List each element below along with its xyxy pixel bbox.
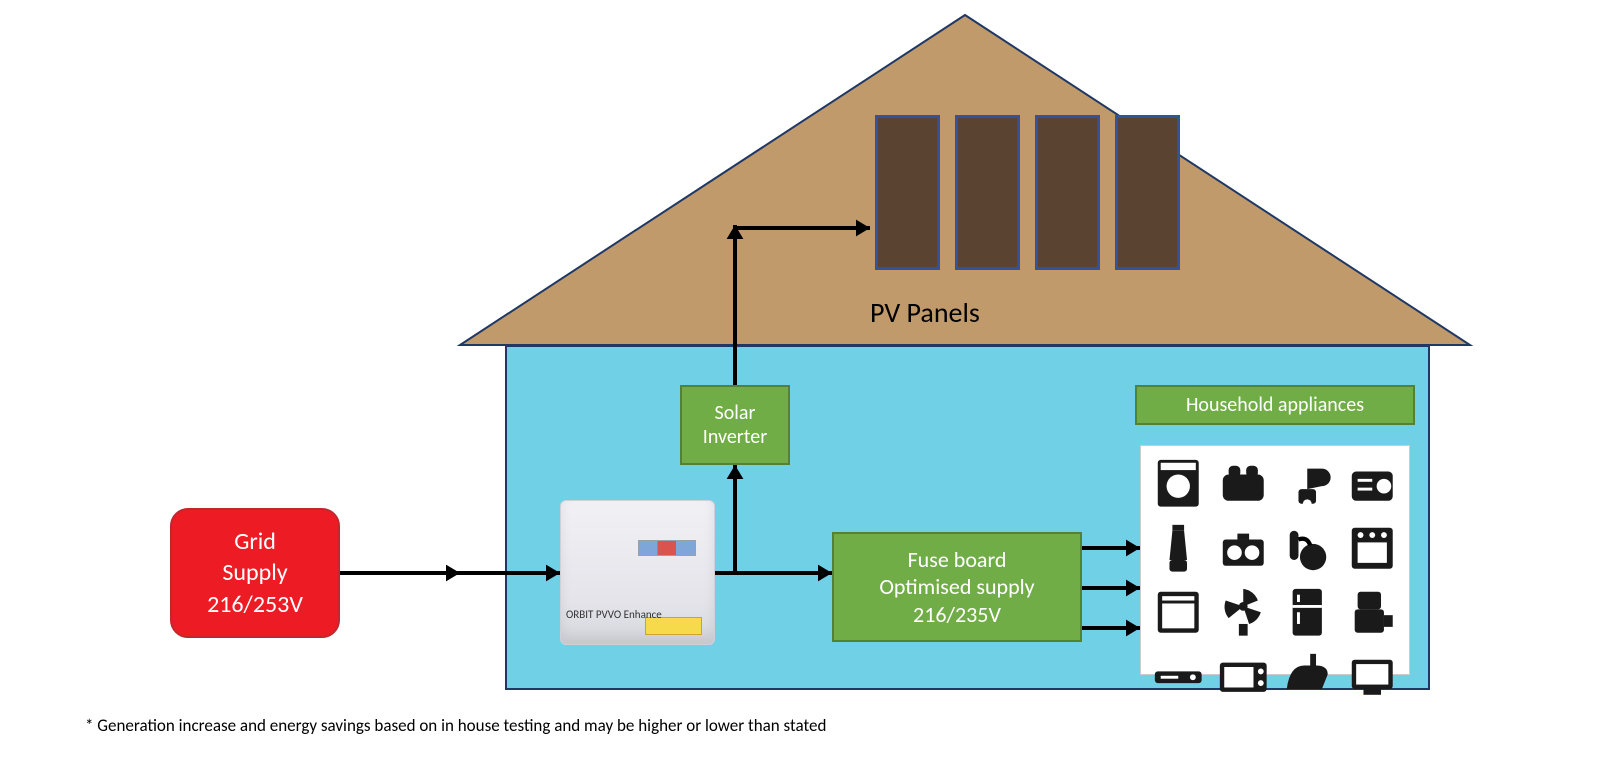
appliance-icon (1149, 454, 1208, 513)
appliance-icon (1343, 519, 1402, 578)
fuse-board-label-1: Fuse board (908, 546, 1007, 574)
appliance-icon (1343, 454, 1402, 513)
appliance-icon (1149, 519, 1208, 578)
solar-inverter-label-1: Solar (715, 401, 756, 425)
appliance-icon (1149, 648, 1208, 707)
fuse-board-label-3: 216/235V (913, 601, 1001, 629)
appliance-icon (1214, 519, 1273, 578)
household-appliances-banner: Household appliances (1135, 385, 1415, 425)
grid-supply-label-3: 216/253V (207, 589, 303, 620)
household-appliances-label: Household appliances (1186, 393, 1364, 417)
appliance-icon (1149, 583, 1208, 642)
fuse-board-box: Fuse board Optimised supply 216/235V (832, 532, 1082, 642)
appliance-icon (1278, 583, 1337, 642)
appliance-icon (1278, 648, 1337, 707)
pv-panels-label: PV Panels (870, 295, 980, 330)
appliance-icon (1343, 583, 1402, 642)
footnote-text: * Generation increase and energy savings… (85, 715, 826, 736)
orbit-device: ORBIT PVVO Enhance (560, 500, 715, 645)
appliance-icon (1278, 519, 1337, 578)
solar-inverter-box: Solar Inverter (680, 385, 790, 465)
fuse-board-label-2: Optimised supply (879, 573, 1034, 601)
appliance-icon (1214, 648, 1273, 707)
orbit-device-label: ORBIT PVVO Enhance (566, 608, 662, 621)
appliance-icon (1278, 454, 1337, 513)
pv-panel (1115, 115, 1180, 270)
grid-supply-label-2: Supply (222, 557, 287, 588)
grid-supply-label-1: Grid (234, 526, 276, 557)
appliance-icon (1343, 648, 1402, 707)
appliance-icon (1214, 583, 1273, 642)
pv-panel (955, 115, 1020, 270)
pv-panel (1035, 115, 1100, 270)
solar-inverter-label-2: Inverter (703, 425, 767, 449)
grid-supply-box: Grid Supply 216/253V (170, 508, 340, 638)
appliance-icon (1214, 454, 1273, 513)
household-appliances-panel (1140, 445, 1410, 675)
pv-panel (875, 115, 940, 270)
